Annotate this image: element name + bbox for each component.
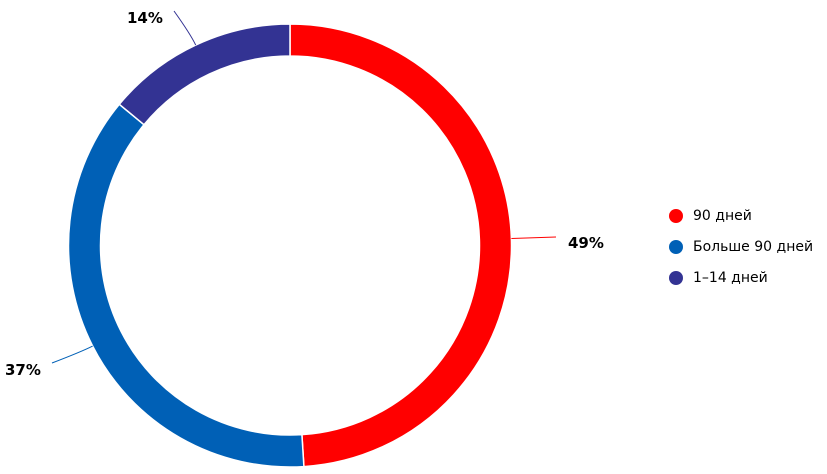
legend-dot-2 — [669, 270, 683, 285]
legend-label: 1–14 дней — [693, 269, 768, 286]
leader-line-0 — [511, 236, 557, 240]
data-label-0: 49% — [568, 234, 604, 252]
legend: 90 дней Больше 90 дней 1–14 дней — [669, 200, 813, 293]
data-label-1: 37% — [5, 361, 41, 379]
legend-dot-1 — [669, 239, 683, 254]
leader-line-1 — [51, 345, 93, 364]
slice-0[interactable] — [289, 23, 513, 468]
data-label-2: 14% — [127, 9, 163, 27]
legend-item[interactable]: 90 дней — [669, 200, 813, 231]
legend-item[interactable]: 1–14 дней — [669, 262, 813, 293]
slice-1[interactable] — [67, 103, 305, 468]
legend-label: Больше 90 дней — [693, 238, 814, 255]
leader-line-2 — [173, 10, 197, 46]
legend-label: 90 дней — [693, 207, 752, 224]
legend-dot-0 — [669, 208, 683, 223]
slice-2[interactable] — [118, 23, 291, 126]
legend-item[interactable]: Больше 90 дней — [669, 231, 813, 262]
